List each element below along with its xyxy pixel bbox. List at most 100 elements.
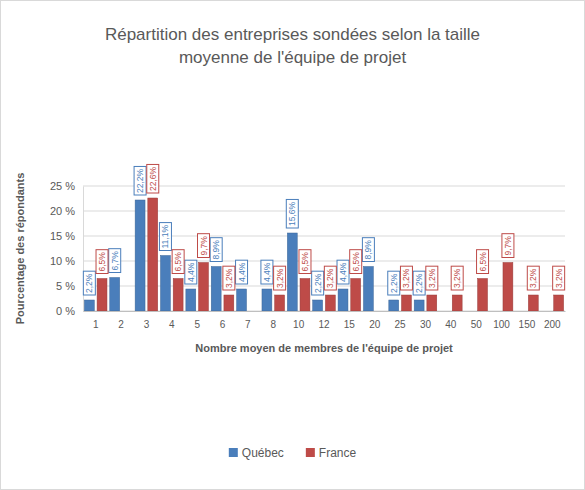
data-label-box [134, 166, 146, 195]
bar [287, 233, 297, 311]
bar [338, 289, 348, 311]
bar [351, 279, 361, 312]
data-label-box [159, 223, 171, 251]
x-tick: 200 [544, 311, 561, 330]
data-label: 3,2% [223, 266, 235, 290]
data-label-text: 6,5% [478, 252, 488, 272]
bar [161, 256, 171, 312]
x-tick: 30 [420, 311, 432, 330]
x-tick: 3 [144, 311, 150, 330]
data-label-box [553, 266, 565, 290]
data-label-text: 3,2% [401, 268, 411, 288]
data-label-box [236, 260, 248, 284]
data-label: 3,2% [527, 266, 539, 290]
x-tick-label: 15 [344, 319, 356, 330]
x-tick: 100 [493, 311, 510, 330]
data-label: 3,2% [324, 266, 336, 290]
data-label: 9,7% [502, 234, 514, 258]
bar [110, 278, 120, 312]
data-label-box [350, 250, 362, 274]
y-tick: 5 % [56, 280, 83, 292]
data-label-text: 2,2% [313, 273, 323, 293]
x-tick: 8 [270, 311, 276, 330]
data-label-text: 9,7% [503, 236, 513, 256]
data-label: 3,2% [451, 266, 463, 290]
x-tick: 1 [93, 311, 99, 330]
x-tick: 7 [245, 311, 251, 330]
data-label-box [426, 266, 438, 290]
x-tick: 15 [344, 311, 356, 330]
data-label-box [324, 266, 336, 290]
data-label-text: 3,2% [528, 268, 538, 288]
bar [262, 289, 272, 311]
data-label-box [223, 266, 235, 290]
data-label-box [388, 271, 400, 295]
data-label-box [451, 266, 463, 290]
y-tick-label: 10 % [50, 255, 75, 267]
legend-label: France [319, 446, 357, 460]
data-label-box [413, 271, 425, 295]
x-tick: 4 [169, 311, 175, 330]
bar [478, 279, 488, 312]
x-tick: 40 [445, 311, 457, 330]
x-tick: 25 [395, 311, 407, 330]
x-tick-label: 3 [144, 319, 150, 330]
x-tick-label: 7 [245, 319, 251, 330]
y-tick: 10 % [50, 255, 83, 267]
bar [452, 295, 462, 311]
data-label-box [362, 238, 374, 262]
bar [186, 289, 196, 311]
data-label-text: 3,2% [224, 268, 234, 288]
x-tick-label: 12 [318, 319, 330, 330]
x-tick-label: 20 [369, 319, 381, 330]
bar [199, 263, 209, 312]
x-tick-label: 30 [420, 319, 432, 330]
x-tick-label: 50 [471, 319, 483, 330]
bar [300, 279, 310, 312]
y-tick-label: 5 % [56, 280, 75, 292]
data-label-text: 8,9% [363, 240, 373, 260]
data-label: 6,5% [172, 250, 184, 274]
legend-label: Québec [242, 446, 284, 460]
bar [528, 295, 538, 311]
bar [275, 295, 285, 311]
data-label-box [299, 250, 311, 274]
y-tick-label: 20 % [50, 205, 75, 217]
y-axis-title: Pourcentage des répondants [14, 173, 26, 325]
x-tick-label: 1 [93, 319, 99, 330]
data-label-text: 6,5% [173, 252, 183, 272]
bar [363, 267, 373, 312]
bar [224, 295, 234, 311]
legend-item: France [306, 446, 357, 460]
title: Répartition des entreprises sondées selo… [105, 25, 480, 67]
y-tick: 25 % [50, 180, 83, 192]
data-label-box [185, 260, 197, 284]
data-label-text: 6,5% [300, 252, 310, 272]
x-tick-label: 150 [519, 319, 536, 330]
bar [148, 198, 158, 311]
y-tick-label: 25 % [50, 180, 75, 192]
bar [313, 300, 323, 311]
data-label: 8,9% [362, 238, 374, 262]
data-label-text: 3,2% [427, 268, 437, 288]
bar [84, 300, 94, 311]
grid [83, 186, 565, 311]
data-label-box [477, 250, 489, 274]
x-tick: 150 [519, 311, 536, 330]
title-line: Répartition des entreprises sondées selo… [105, 25, 480, 44]
data-label-box [274, 266, 286, 290]
x-tick: 20 [369, 311, 381, 330]
y-axis: 0 %5 %10 %15 %20 %25 % [50, 180, 84, 317]
data-label: 4,4% [236, 260, 248, 284]
data-label: 22,6% [147, 164, 159, 193]
x-tick: 10 [293, 311, 305, 330]
x-axis-title: Nombre moyen de membres de l'équipe de p… [195, 342, 453, 354]
data-label: 2,2% [83, 271, 95, 295]
data-label: 3,2% [400, 266, 412, 290]
y-tick-label: 0 % [56, 305, 75, 317]
data-label-box [198, 234, 210, 258]
legend-swatch [306, 448, 315, 457]
data-label: 15,6% [286, 199, 298, 228]
data-label: 3,2% [426, 266, 438, 290]
bar [389, 300, 399, 311]
